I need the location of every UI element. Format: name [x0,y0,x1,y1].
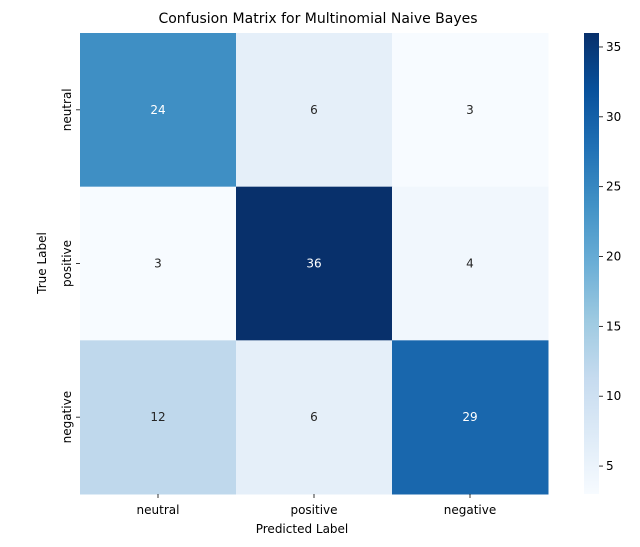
y-axis: neutral positive negative [60,88,80,443]
chart-title: Confusion Matrix for Multinomial Naive B… [158,11,477,27]
colorbar-tick-label: 5 [606,459,614,473]
cell-value-label: 3 [466,103,474,117]
heatmap-cell [236,340,393,495]
colorbar-tick-label: 35 [606,40,621,54]
colorbar-axis: 5 10 15 20 25 30 35 [599,40,621,473]
cell-value-label: 36 [306,257,321,271]
y-axis-title: True Label [35,232,49,295]
colorbar-tick-label: 30 [606,110,621,124]
colorbar-tick-label: 20 [606,250,621,264]
colorbar [584,33,599,494]
heatmap-cell [80,33,237,188]
heatmap-cell [392,340,549,495]
cell-value-label: 24 [150,103,165,117]
heatmap-annotations: 24 6 3 3 36 4 12 6 29 [150,103,477,424]
heatmap-grid [80,33,549,495]
cell-value-label: 12 [150,410,165,424]
x-axis: neutral positive negative [137,494,496,517]
cell-value-label: 3 [154,257,162,271]
heatmap-cell [236,33,393,188]
y-tick-label: negative [60,391,74,443]
heatmap-cell [236,186,393,341]
cell-value-label: 29 [462,410,477,424]
x-tick-label: negative [444,503,496,517]
x-axis-title: Predicted Label [256,522,349,536]
heatmap-cell [80,340,237,495]
colorbar-tick-label: 15 [606,319,621,333]
x-tick-label: positive [290,503,337,517]
cell-value-label: 6 [310,410,318,424]
colorbar-tick-label: 25 [606,180,621,194]
y-tick-label: positive [60,240,74,287]
colorbar-tick-label: 10 [606,389,621,403]
heatmap-cell [392,186,549,341]
heatmap-cell [392,33,549,188]
y-tick-label: neutral [60,88,74,131]
x-tick-label: neutral [137,503,180,517]
heatmap-cell [80,186,237,341]
cell-value-label: 4 [466,257,474,271]
cell-value-label: 6 [310,103,318,117]
